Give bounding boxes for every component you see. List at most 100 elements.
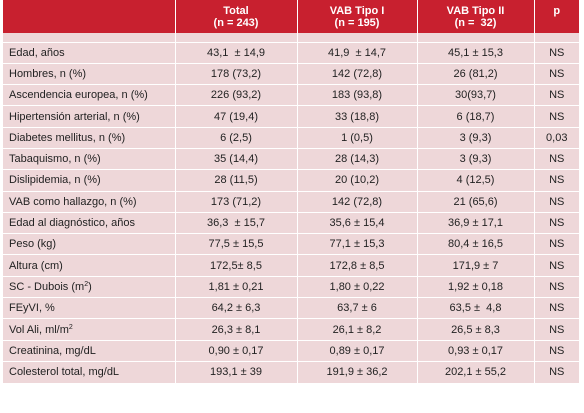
cell-tipo2: 30(93,7) <box>416 84 534 106</box>
cell-tipo2: 80,4 ± 16,5 <box>416 233 534 255</box>
row-label: Edad al diagnóstico, años <box>3 211 175 234</box>
cell-p-value: NS <box>533 190 579 213</box>
spacer-cell <box>416 33 534 42</box>
header-total-title: Total <box>223 5 249 17</box>
cell-tipo1: 28 (14,3) <box>296 147 417 170</box>
cell-p-value: NS <box>533 41 579 64</box>
row-label: Edad, años <box>3 41 175 64</box>
spacer-cell <box>174 33 297 42</box>
cell-total: 47 (19,4) <box>174 105 297 128</box>
row-label: Tabaquismo, n (%) <box>3 147 175 170</box>
row-label: Ascendencia europea, n (%) <box>3 84 175 106</box>
cell-tipo1: 41,9 ± 14,7 <box>296 41 417 64</box>
header-tipo1-n: (n = 195) <box>334 17 380 29</box>
header-tipo1: VAB Tipo I (n = 195) <box>296 0 417 33</box>
cell-total: 1,81 ± 0,21 <box>174 275 297 298</box>
table-row: Diabetes mellitus, n (%) 6 (2,5) 1 (0,5) 3 … <box>3 126 579 149</box>
row-label: Diabetes mellitus, n (%) <box>3 126 175 149</box>
table-body: Edad, años 43,1 ± 14,9 41,9 ± 14,7 45,1 ± 1… <box>3 33 579 383</box>
header-tipo2-title: VAB Tipo II <box>446 5 505 17</box>
cell-tipo1: 1 (0,5) <box>296 126 417 149</box>
cell-total: 36,3 ± 15,7 <box>174 211 297 234</box>
table-row: Creatinina, mg/dL 0,90 ± 0,17 0,89 ± 0,17 0… <box>3 339 579 362</box>
table-row: Peso (kg) 77,5 ± 15,5 77,1 ± 15,3 80,4 ± 16… <box>3 233 579 255</box>
cell-tipo2: 6 (18,7) <box>416 105 534 128</box>
cell-tipo2: 3 (9,3) <box>416 147 534 170</box>
cell-tipo1: 26,1 ± 8,2 <box>296 318 417 341</box>
cell-p-value: NS <box>533 297 579 319</box>
row-label-text: SC - Dubois (m <box>9 280 85 293</box>
cell-tipo1: 172,8 ± 8,5 <box>296 254 417 277</box>
cell-tipo1: 142 (72,8) <box>296 62 417 85</box>
table-row: FEyVI, % 64,2 ± 6,3 63,7 ± 6 63,5 ± 4,8 NS <box>3 297 579 319</box>
spacer-cell <box>296 33 417 42</box>
table-row: Dislipidemia, n (%) 28 (11,5) 20 (10,2) 4 (… <box>3 169 579 192</box>
cell-p-value: NS <box>533 84 579 106</box>
spacer-cell <box>3 33 175 42</box>
cell-total: 77,5 ± 15,5 <box>174 233 297 255</box>
row-label: Colesterol total, mg/dL <box>3 360 175 383</box>
header-tipo1-title: VAB Tipo I <box>329 5 385 17</box>
row-label: Vol Ali, ml/m2 <box>3 318 175 341</box>
cell-tipo1: 77,1 ± 15,3 <box>296 233 417 255</box>
table-row: Colesterol total, mg/dL 193,1 ± 39 191,9 ±… <box>3 360 579 383</box>
spacer-row <box>3 33 579 42</box>
cell-tipo1: 1,80 ± 0,22 <box>296 275 417 298</box>
cell-tipo1: 191,9 ± 36,2 <box>296 360 417 383</box>
header-tipo2-n: (n = 32) <box>454 17 497 29</box>
header-label-column <box>3 0 175 33</box>
cell-tipo2: 202,1 ± 55,2 <box>416 360 534 383</box>
cell-p-value: NS <box>533 339 579 362</box>
cell-tipo2: 26,5 ± 8,3 <box>416 318 534 341</box>
row-label: VAB como hallazgo, n (%) <box>3 190 175 213</box>
cell-tipo2: 0,93 ± 0,17 <box>416 339 534 362</box>
row-label-text: Vol Ali, ml/m <box>9 323 69 336</box>
cell-tipo2: 45,1 ± 15,3 <box>416 41 534 64</box>
table-row: Tabaquismo, n (%) 35 (14,4) 28 (14,3) 3 (9,… <box>3 147 579 170</box>
table-row: Ascendencia europea, n (%) 226 (93,2) 183 … <box>3 84 579 106</box>
cell-p-value: NS <box>533 147 579 170</box>
row-label: SC - Dubois (m2) <box>3 275 175 298</box>
cell-total: 43,1 ± 14,9 <box>174 41 297 64</box>
cell-p-value: NS <box>533 360 579 383</box>
row-label: Altura (cm) <box>3 254 175 277</box>
header-p-title: p <box>553 5 561 17</box>
characteristics-table: Total (n = 243) VAB Tipo I (n = 195) VAB… <box>3 0 579 383</box>
table-row: Hombres, n (%) 178 (73,2) 142 (72,8) 26 (81… <box>3 62 579 85</box>
cell-tipo1: 63,7 ± 6 <box>296 297 417 319</box>
cell-total: 28 (11,5) <box>174 169 297 192</box>
table-row: Edad al diagnóstico, años 36,3 ± 15,7 35,6… <box>3 211 579 234</box>
cell-total: 193,1 ± 39 <box>174 360 297 383</box>
header-p: p <box>533 0 579 33</box>
row-label: Dislipidemia, n (%) <box>3 169 175 192</box>
cell-total: 178 (73,2) <box>174 62 297 85</box>
cell-total: 6 (2,5) <box>174 126 297 149</box>
cell-total: 173 (71,2) <box>174 190 297 213</box>
cell-total: 0,90 ± 0,17 <box>174 339 297 362</box>
table-row: VAB como hallazgo, n (%) 173 (71,2) 142 (7… <box>3 190 579 213</box>
cell-p-value: NS <box>533 254 579 277</box>
cell-total: 64,2 ± 6,3 <box>174 297 297 319</box>
row-label: Hipertensión arterial, n (%) <box>3 105 175 128</box>
header-tipo2: VAB Tipo II (n = 32) <box>416 0 534 33</box>
cell-tipo2: 171,9 ± 7 <box>416 254 534 277</box>
table-row: SC - Dubois (m2) 1,81 ± 0,21 1,80 ± 0,22 1,… <box>3 275 579 298</box>
cell-p-value: NS <box>533 62 579 85</box>
table-row: Altura (cm) 172,5± 8,5 172,8 ± 8,5 171,9 ± … <box>3 254 579 277</box>
cell-tipo2: 36,9 ± 17,1 <box>416 211 534 234</box>
cell-total: 172,5± 8,5 <box>174 254 297 277</box>
table-row: Vol Ali, ml/m2 26,3 ± 8,1 26,1 ± 8,2 26,5 ±… <box>3 318 579 341</box>
table-header: Total (n = 243) VAB Tipo I (n = 195) VAB… <box>3 0 579 33</box>
row-label-suffix: ) <box>88 280 92 293</box>
cell-tipo2: 4 (12,5) <box>416 169 534 192</box>
table-row: Hipertensión arterial, n (%) 47 (19,4) 33 … <box>3 105 579 128</box>
cell-p-value: NS <box>533 233 579 255</box>
row-label: FEyVI, % <box>3 297 175 319</box>
cell-p-value: NS <box>533 105 579 128</box>
row-label: Creatinina, mg/dL <box>3 339 175 362</box>
row-label: Hombres, n (%) <box>3 62 175 85</box>
row-label: Peso (kg) <box>3 233 175 255</box>
cell-p-value: NS <box>533 169 579 192</box>
cell-p-value: NS <box>533 275 579 298</box>
cell-tipo1: 183 (93,8) <box>296 84 417 106</box>
